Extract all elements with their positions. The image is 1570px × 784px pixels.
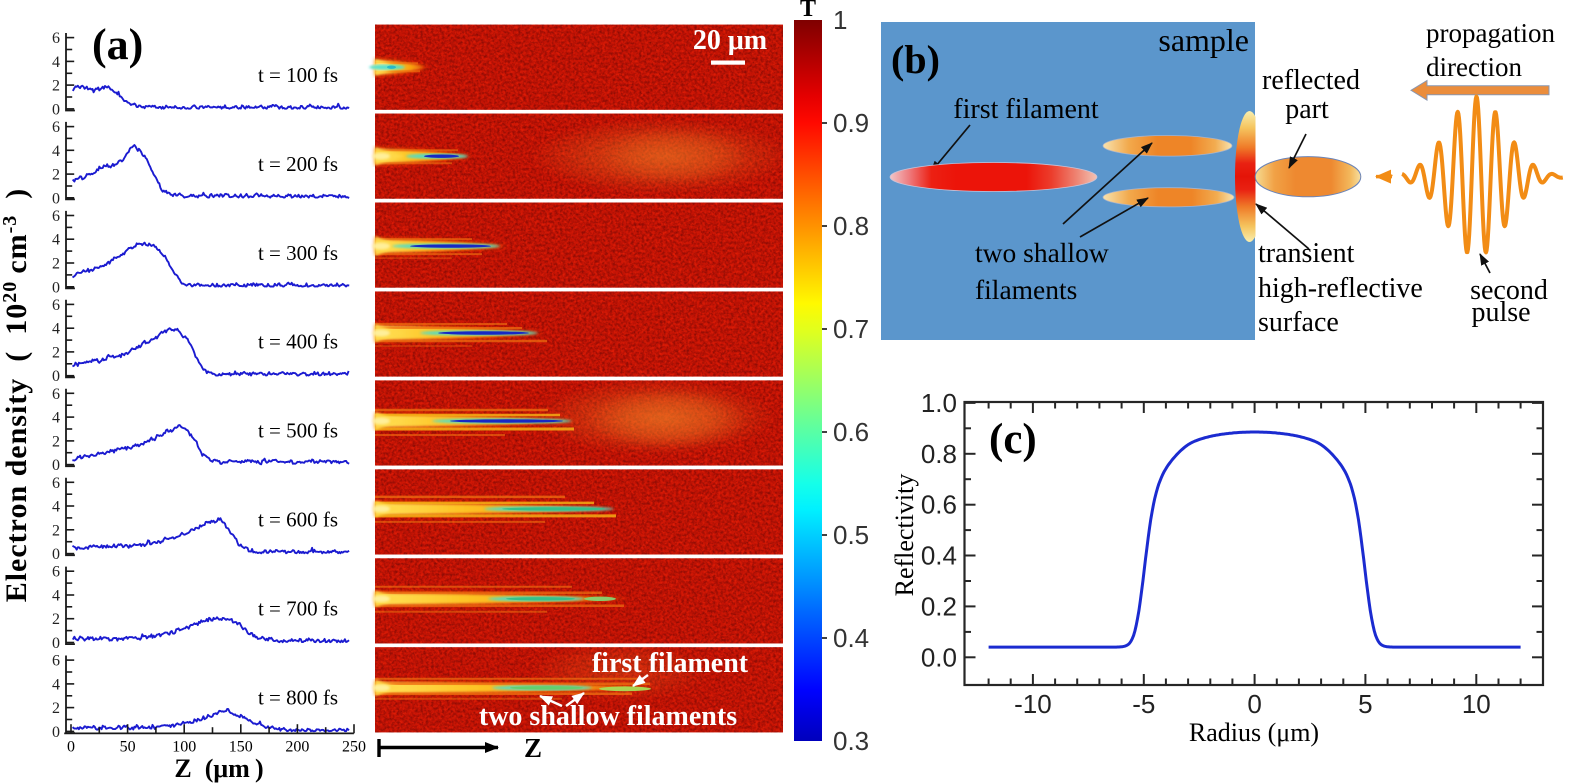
svg-text:t = 500 fs: t = 500 fs bbox=[258, 419, 338, 443]
svg-text:(b): (b) bbox=[891, 37, 940, 82]
svg-text:0.9: 0.9 bbox=[833, 108, 869, 138]
svg-text:Electron density ( 1020 cm-3 ): Electron density ( 1020 cm-3 ) bbox=[0, 188, 33, 603]
svg-text:0: 0 bbox=[52, 101, 60, 118]
svg-text:two shallow filaments: two shallow filaments bbox=[479, 701, 737, 732]
svg-text:50: 50 bbox=[120, 738, 136, 755]
svg-text:2: 2 bbox=[52, 167, 60, 184]
svg-text:4: 4 bbox=[52, 321, 60, 338]
svg-text:6: 6 bbox=[52, 119, 60, 136]
svg-text:Radius (μm): Radius (μm) bbox=[1189, 718, 1319, 747]
svg-text:Z: Z bbox=[524, 733, 542, 763]
svg-text:-5: -5 bbox=[1132, 689, 1155, 719]
svg-text:100: 100 bbox=[172, 738, 196, 755]
svg-text:200: 200 bbox=[285, 738, 309, 755]
svg-text:t = 700 fs: t = 700 fs bbox=[258, 597, 338, 621]
svg-text:6: 6 bbox=[52, 386, 60, 403]
svg-text:0: 0 bbox=[52, 546, 60, 563]
svg-text:0: 0 bbox=[67, 738, 75, 755]
svg-text:0: 0 bbox=[1247, 689, 1261, 719]
svg-text:6: 6 bbox=[52, 297, 60, 314]
svg-text:0: 0 bbox=[52, 724, 60, 741]
svg-text:2: 2 bbox=[52, 256, 60, 273]
svg-text:250: 250 bbox=[342, 738, 366, 755]
svg-text:150: 150 bbox=[229, 738, 253, 755]
svg-text:transient: transient bbox=[1258, 238, 1355, 269]
svg-text:first filament: first filament bbox=[953, 94, 1099, 125]
svg-text:0.4: 0.4 bbox=[921, 541, 957, 571]
svg-text:2: 2 bbox=[52, 78, 60, 95]
svg-text:0.6: 0.6 bbox=[833, 417, 869, 447]
svg-text:0: 0 bbox=[52, 368, 60, 385]
svg-text:6: 6 bbox=[52, 30, 60, 47]
svg-text:0.8: 0.8 bbox=[921, 439, 957, 469]
svg-text:0.2: 0.2 bbox=[921, 591, 957, 621]
svg-text:direction: direction bbox=[1426, 52, 1522, 82]
svg-text:0: 0 bbox=[52, 279, 60, 296]
svg-text:t = 400 fs: t = 400 fs bbox=[258, 330, 338, 354]
svg-text:4: 4 bbox=[52, 499, 60, 516]
svg-text:4: 4 bbox=[52, 676, 60, 693]
svg-text:0.8: 0.8 bbox=[833, 211, 869, 241]
svg-text:6: 6 bbox=[52, 475, 60, 492]
svg-text:filaments: filaments bbox=[975, 274, 1077, 305]
svg-text:high-reflective: high-reflective bbox=[1258, 273, 1423, 304]
svg-text:0.3: 0.3 bbox=[833, 726, 869, 756]
svg-text:2: 2 bbox=[52, 700, 60, 717]
svg-text:2: 2 bbox=[52, 433, 60, 450]
svg-text:t = 800 fs: t = 800 fs bbox=[258, 685, 338, 709]
svg-text:Z (μm ): Z (μm ) bbox=[174, 754, 263, 783]
svg-text:10: 10 bbox=[1462, 689, 1491, 719]
svg-text:Reflectivity: Reflectivity bbox=[890, 474, 919, 597]
svg-text:0: 0 bbox=[52, 457, 60, 474]
svg-text:6: 6 bbox=[52, 653, 60, 670]
svg-text:5: 5 bbox=[1358, 689, 1372, 719]
svg-text:t = 100 fs: t = 100 fs bbox=[258, 63, 338, 87]
svg-text:2: 2 bbox=[52, 344, 60, 361]
svg-text:two shallow: two shallow bbox=[975, 237, 1109, 268]
svg-text:first filament: first filament bbox=[592, 648, 749, 679]
svg-text:0.7: 0.7 bbox=[833, 314, 869, 344]
svg-text:0.4: 0.4 bbox=[833, 623, 869, 653]
svg-text:surface: surface bbox=[1258, 307, 1339, 338]
svg-text:0.6: 0.6 bbox=[921, 490, 957, 520]
svg-text:t = 200 fs: t = 200 fs bbox=[258, 152, 338, 176]
svg-text:0.0: 0.0 bbox=[921, 642, 957, 672]
svg-text:4: 4 bbox=[52, 143, 60, 160]
svg-text:2: 2 bbox=[52, 522, 60, 539]
svg-text:second: second bbox=[1470, 275, 1548, 306]
svg-text:reflected: reflected bbox=[1262, 65, 1360, 96]
svg-text:4: 4 bbox=[52, 410, 60, 427]
svg-text:4: 4 bbox=[52, 232, 60, 249]
svg-text:-10: -10 bbox=[1014, 689, 1052, 719]
svg-text:propagation: propagation bbox=[1426, 18, 1555, 48]
svg-text:1: 1 bbox=[833, 5, 847, 35]
svg-text:sample: sample bbox=[1158, 22, 1249, 58]
svg-text:part: part bbox=[1285, 94, 1329, 125]
svg-text:t = 600 fs: t = 600 fs bbox=[258, 508, 338, 532]
svg-text:(a): (a) bbox=[92, 20, 143, 69]
svg-text:T: T bbox=[800, 0, 816, 22]
svg-text:4: 4 bbox=[52, 588, 60, 605]
svg-text:4: 4 bbox=[52, 54, 60, 71]
svg-text:2: 2 bbox=[52, 611, 60, 628]
svg-text:0: 0 bbox=[52, 635, 60, 652]
svg-text:0.5: 0.5 bbox=[833, 520, 869, 550]
svg-text:t = 300 fs: t = 300 fs bbox=[258, 241, 338, 265]
svg-text:1.0: 1.0 bbox=[921, 388, 957, 418]
svg-text:20 μm: 20 μm bbox=[693, 25, 767, 56]
svg-text:0: 0 bbox=[52, 190, 60, 207]
svg-text:6: 6 bbox=[52, 208, 60, 225]
svg-text:pulse: pulse bbox=[1471, 297, 1530, 328]
svg-text:6: 6 bbox=[52, 564, 60, 581]
svg-text:(c): (c) bbox=[989, 416, 1037, 463]
